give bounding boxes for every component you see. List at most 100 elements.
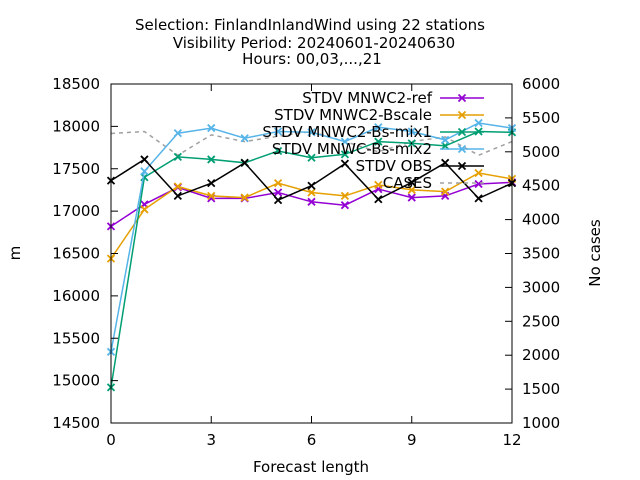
data-point (307, 197, 316, 206)
legend-swatch-marker (457, 144, 467, 154)
data-point-stroke (474, 179, 483, 189)
data-point (441, 158, 450, 167)
data-point-stroke (340, 150, 350, 159)
data-point-stroke (307, 128, 316, 137)
data-point (340, 150, 350, 159)
y2-tick-label: 2000 (522, 346, 560, 364)
data-point-stroke (273, 188, 283, 197)
legend-label: STDV MNWC2-Bscale (274, 106, 432, 124)
data-point (474, 179, 483, 189)
data-point-stroke (441, 135, 450, 145)
data-point-stroke (140, 205, 149, 214)
data-point-stroke (407, 193, 416, 202)
data-point (207, 191, 216, 201)
data-point (474, 118, 483, 128)
data-point (140, 205, 149, 214)
data-point (407, 185, 416, 195)
data-point-stroke (307, 188, 316, 197)
data-point-stroke (474, 168, 483, 178)
data-point (441, 135, 450, 145)
y-tick-label: 15000 (52, 372, 100, 390)
data-point (340, 159, 350, 168)
data-point (340, 201, 350, 210)
data-point (374, 195, 383, 204)
data-point-stroke (173, 152, 182, 162)
data-point (374, 137, 383, 146)
y-tick-label: 16000 (52, 287, 100, 305)
data-point-stroke (207, 179, 216, 188)
data-point-stroke (207, 155, 216, 164)
title-line-2: Visibility Period: 20240601-20240630 (173, 34, 455, 52)
data-point (273, 179, 283, 188)
series-line-5 (110, 130, 513, 157)
data-point-stroke (474, 118, 483, 128)
data-point (307, 188, 316, 197)
x-tick-label: 12 (502, 431, 521, 449)
legend-label: CASES (383, 174, 432, 192)
x-tick-label: 3 (206, 431, 216, 449)
y-tick-label: 15500 (52, 329, 100, 347)
data-point-stroke (374, 180, 383, 189)
x-axis-label: Forecast length (253, 458, 369, 476)
data-point (173, 182, 182, 191)
legend-swatch-marker (457, 93, 467, 103)
data-point-stroke (407, 185, 416, 195)
legend-swatch-marker (457, 110, 467, 120)
data-point (240, 158, 249, 167)
y2-tick-label: 1500 (522, 380, 560, 398)
data-point (374, 123, 383, 132)
data-point-stroke (340, 159, 350, 168)
data-point-stroke (273, 179, 283, 188)
y-tick-label: 18500 (52, 75, 100, 93)
data-point-stroke (207, 123, 216, 133)
legend-swatch-marker (457, 127, 467, 137)
data-point (140, 155, 149, 164)
title-line-1: Selection: FinlandInlandWind using 22 st… (135, 16, 485, 34)
chart-title: Selection: FinlandInlandWind using 22 st… (135, 16, 485, 68)
data-point (207, 123, 216, 133)
data-point (374, 180, 383, 189)
data-point (240, 134, 249, 143)
y2-tick-label: 6000 (522, 75, 560, 93)
legend-label: STDV MNWC2-ref (302, 89, 432, 107)
data-point (407, 193, 416, 202)
y2-tick-label: 2500 (522, 312, 560, 330)
data-point-stroke (273, 127, 283, 136)
x-tick-label: 6 (307, 431, 317, 449)
title-line-3: Hours: 00,03,...,21 (242, 50, 382, 68)
data-point-stroke (173, 191, 182, 201)
data-point-stroke (307, 197, 316, 206)
data-point-stroke (340, 201, 350, 210)
axis-ticks: 1450015000155001600016500170001750018000… (52, 75, 560, 449)
legend-label: STDV MNWC-Bs-mix2 (272, 140, 432, 158)
data-point (240, 193, 249, 202)
data-point (474, 168, 483, 178)
data-point-stroke (273, 146, 283, 156)
data-point-stroke (340, 137, 350, 146)
x-tick-label: 0 (106, 431, 116, 449)
data-point-stroke (240, 193, 249, 202)
x-tick-label: 9 (407, 431, 417, 449)
y2-tick-label: 4500 (522, 177, 560, 195)
series-layer (106, 118, 517, 392)
data-point (307, 153, 316, 162)
data-point-stroke (374, 123, 383, 132)
y-tick-label: 18000 (52, 117, 100, 135)
y2-tick-label: 5000 (522, 143, 560, 161)
data-point-stroke (374, 137, 383, 146)
data-point-stroke (173, 182, 182, 191)
data-point-stroke (140, 155, 149, 164)
data-point (273, 188, 283, 197)
y2-tick-label: 3000 (522, 278, 560, 296)
data-point-stroke (407, 127, 416, 136)
data-point-stroke (340, 191, 350, 201)
legend-label: STDV OBS (356, 157, 432, 175)
data-point-stroke (140, 167, 149, 176)
data-point (307, 181, 316, 190)
data-point (207, 179, 216, 188)
y2-tick-label: 3500 (522, 245, 560, 263)
data-point (140, 167, 149, 176)
data-point-stroke (207, 191, 216, 201)
